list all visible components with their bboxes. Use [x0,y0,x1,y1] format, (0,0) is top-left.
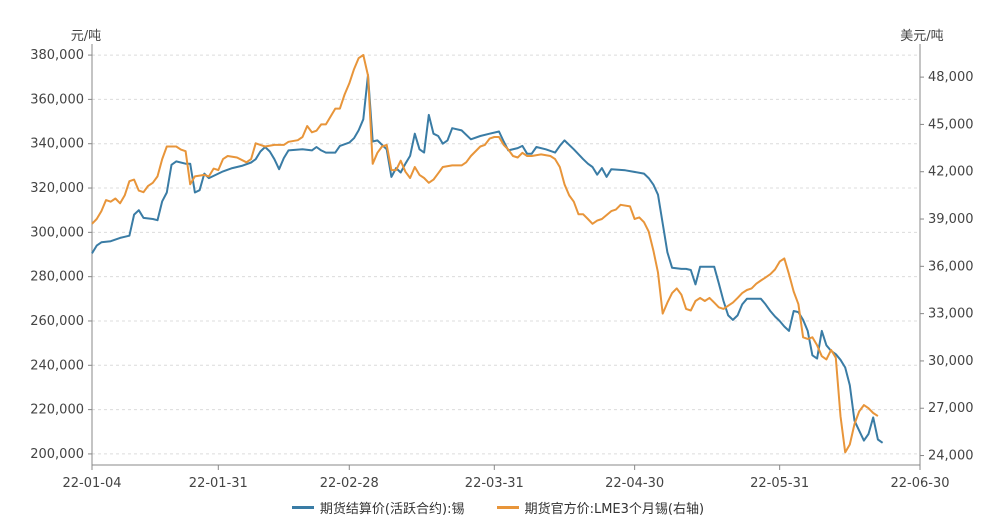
x-tick-label: 22-03-31 [465,476,524,491]
series-line-0 [91,74,884,444]
left-tick-label: 280,000 [30,270,84,285]
left-tick-label: 360,000 [30,92,84,107]
left-tick-label: 300,000 [30,225,84,240]
left-tick-label: 260,000 [30,314,84,329]
legend-item-tin-settlement: 期货结算价(活跃合约):锡 [291,498,465,517]
legend-label: 期货结算价(活跃合约):锡 [319,502,465,517]
legend-label: 期货官方价:LME3个月锡(右轴) [524,502,705,517]
x-tick-label: 22-01-31 [189,476,248,491]
left-tick-label: 320,000 [30,181,84,196]
right-tick-label: 36,000 [928,259,974,274]
series-lines [91,54,884,454]
x-tick-label: 22-04-30 [605,476,664,491]
left-tick-label: 220,000 [30,403,84,418]
right-tick-label: 33,000 [928,307,974,322]
left-tick-label: 380,000 [30,48,84,63]
x-tick-label: 22-05-31 [750,476,809,491]
x-tick-label: 22-06-30 [890,476,949,491]
right-tick-label: 30,000 [928,354,974,369]
right-tick-label: 27,000 [928,401,974,416]
series-line-1 [91,54,879,454]
left-tick-label: 340,000 [30,137,84,152]
x-tick-label: 22-01-04 [62,476,121,491]
left-tick-label: 200,000 [30,447,84,462]
right-tick-label: 45,000 [928,117,974,132]
axes: 200,000 220,000 240,000 260,000 280,000 300,0… [30,44,974,491]
right-tick-label: 24,000 [928,449,974,464]
grid-lines [92,54,920,455]
legend-item-lme-tin: 期货官方价:LME3个月锡(右轴) [496,498,705,517]
dual-axis-line-chart: 200,000 220,000 240,000 260,000 280,000 300,0… [30,29,974,491]
right-axis-unit: 美元/吨 [900,29,943,44]
left-tick-label: 240,000 [30,358,84,373]
legend-swatch-orange [496,506,519,509]
x-tick-label: 22-02-28 [320,476,379,491]
left-axis-unit: 元/吨 [71,29,101,44]
legend-swatch-blue [291,506,314,509]
right-tick-label: 48,000 [928,70,974,85]
right-tick-label: 39,000 [928,212,974,227]
right-tick-label: 42,000 [928,165,974,180]
legend: 期货结算价(活跃合约):锡 期货官方价:LME3个月锡(右轴) [0,498,996,517]
